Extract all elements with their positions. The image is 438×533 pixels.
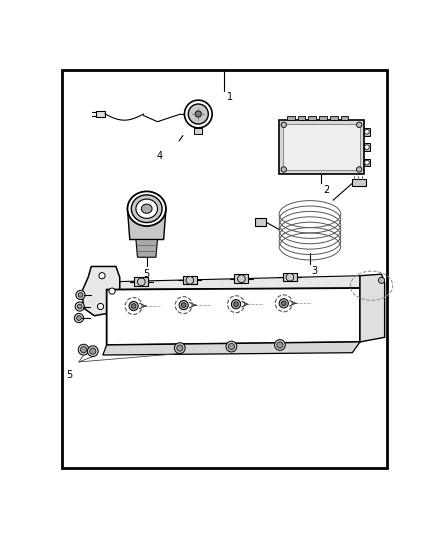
Bar [364,143,370,151]
Circle shape [195,111,201,117]
Ellipse shape [141,204,152,213]
Circle shape [378,277,385,284]
Text: 1: 1 [227,92,233,102]
Circle shape [188,104,208,124]
Circle shape [97,303,103,310]
FancyBboxPatch shape [183,276,197,284]
Bar [254,218,266,225]
Circle shape [175,297,192,313]
Circle shape [131,304,136,308]
Circle shape [357,167,362,172]
FancyBboxPatch shape [134,277,148,286]
Circle shape [78,304,82,309]
Circle shape [275,340,285,350]
Circle shape [77,316,81,320]
Bar [96,111,105,117]
Circle shape [279,298,288,308]
Polygon shape [82,266,120,316]
Circle shape [177,345,183,351]
Polygon shape [136,239,158,257]
Text: 3: 3 [311,265,318,276]
Circle shape [364,145,369,149]
Circle shape [99,273,105,279]
Circle shape [75,302,85,311]
Circle shape [138,278,145,286]
Bar [364,128,370,135]
Bar [308,116,316,120]
FancyBboxPatch shape [234,274,248,282]
Circle shape [357,122,362,127]
Circle shape [276,295,292,312]
Circle shape [90,348,96,354]
Circle shape [228,296,244,313]
Circle shape [81,346,87,353]
Circle shape [125,297,142,314]
Circle shape [282,301,286,305]
Circle shape [88,346,98,357]
Circle shape [226,341,237,352]
Circle shape [109,288,115,294]
Circle shape [364,130,369,134]
Text: 5: 5 [67,370,73,379]
Circle shape [76,290,85,300]
Circle shape [74,313,84,322]
Bar [194,128,202,134]
Circle shape [277,342,283,348]
Polygon shape [107,276,360,289]
Bar [352,179,366,187]
Bar [287,116,294,120]
Ellipse shape [131,195,162,223]
Circle shape [228,343,234,350]
Circle shape [129,301,138,311]
Ellipse shape [127,191,166,226]
Circle shape [364,160,369,165]
Bar [283,124,360,170]
Text: 5: 5 [144,269,150,279]
Circle shape [281,122,286,127]
Circle shape [78,293,83,297]
Circle shape [286,273,294,281]
FancyBboxPatch shape [283,273,297,281]
Polygon shape [103,342,360,355]
Circle shape [281,167,286,172]
Circle shape [231,300,240,309]
Polygon shape [127,209,166,239]
Circle shape [234,302,238,306]
Bar [279,120,364,174]
Ellipse shape [136,199,158,219]
Circle shape [174,343,185,353]
Circle shape [237,275,245,282]
Bar [319,116,327,120]
Circle shape [179,301,188,310]
Polygon shape [360,274,385,342]
Text: 4: 4 [157,151,163,161]
Circle shape [184,100,212,128]
Circle shape [186,277,194,284]
Polygon shape [107,288,360,345]
Bar [298,116,305,120]
Circle shape [181,303,186,308]
Circle shape [78,344,89,355]
Bar [330,116,338,120]
Bar [341,116,349,120]
Text: 2: 2 [323,185,329,195]
Bar [364,159,370,166]
